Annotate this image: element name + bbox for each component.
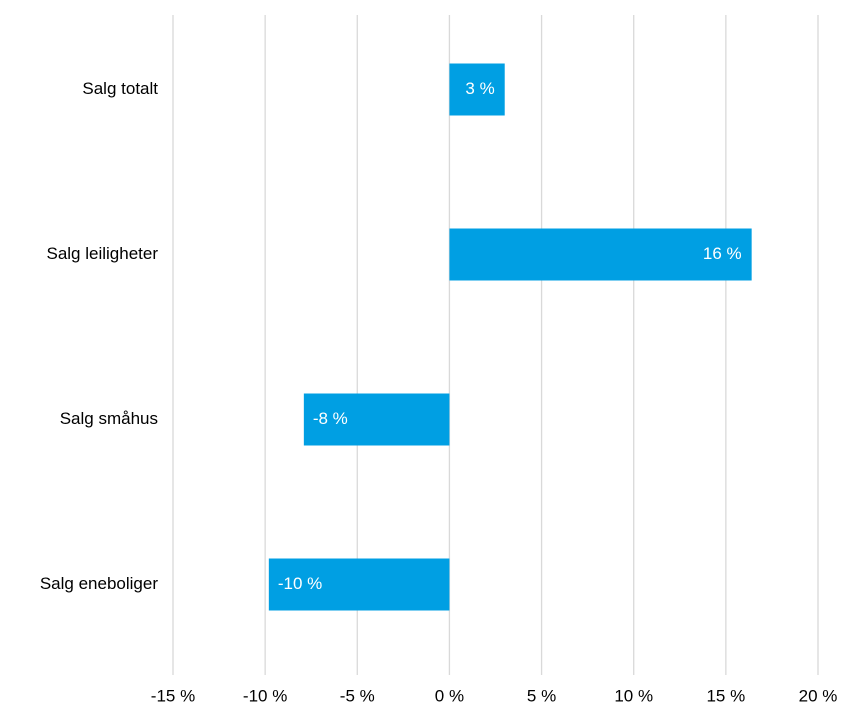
bar [449, 228, 752, 281]
x-tick-label: -15 % [151, 686, 195, 705]
bar [268, 558, 450, 611]
bar [449, 63, 505, 116]
x-tick-label: -10 % [243, 686, 287, 705]
x-tick-label: 20 % [799, 686, 838, 705]
x-tick-label: 10 % [614, 686, 653, 705]
value-label: -8 % [313, 409, 348, 428]
value-label: -10 % [278, 574, 322, 593]
value-label: 16 % [703, 244, 742, 263]
x-tick-label: 0 % [435, 686, 464, 705]
y-tick-label: Salg småhus [60, 409, 158, 428]
y-tick-label: Salg totalt [82, 79, 158, 98]
x-tick-label: -5 % [340, 686, 375, 705]
value-label: 3 % [465, 79, 494, 98]
y-tick-label: Salg eneboliger [40, 574, 158, 593]
x-tick-label: 5 % [527, 686, 556, 705]
bar [303, 393, 450, 446]
x-tick-label: 15 % [706, 686, 745, 705]
y-tick-label: Salg leiligheter [46, 244, 158, 263]
